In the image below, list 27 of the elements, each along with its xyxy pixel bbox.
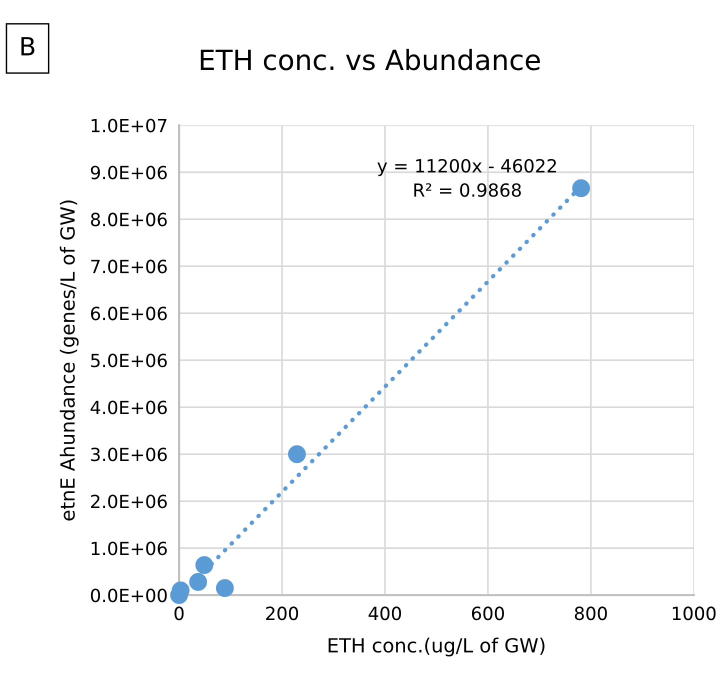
text: B (21, 37, 34, 56)
x-axis-title: ETH conc.(ug/L of GW) (328, 638, 544, 656)
x-tick-label: 800 (574, 606, 607, 620)
annotation: y = 11200x - 46022 R² = 0.9868 (377, 158, 556, 197)
y-tick-label: 4.0E+06 (90, 400, 167, 414)
y-tick-label: 2.0E+06 (91, 494, 167, 508)
point (572, 179, 590, 198)
y-tick-label: 6.0E+06 (90, 306, 167, 320)
y-tick-label: 0.0E+00 (90, 588, 167, 602)
y-tick-label: 8.0E+06 (90, 212, 167, 226)
x-tick-label: 600 (472, 606, 504, 620)
x-tick-label: 400 (368, 606, 402, 620)
x-tick-label: 200 (266, 606, 298, 620)
point (216, 579, 234, 597)
y-tick-label: 3.0E+06 (91, 448, 167, 462)
x-tick-label: 0 (174, 606, 184, 620)
y-tick-label: 1.0E+06 (92, 542, 167, 556)
y-axis-title: etnE Ahundance (genes/L of GW) (60, 200, 79, 520)
y-tick-label: 5.0E+06 (91, 354, 167, 368)
y-tick-label: 7.0E+06 (91, 260, 167, 274)
point (189, 573, 208, 591)
point (288, 445, 306, 464)
x-tick-label: 1000 (672, 606, 716, 620)
chart-title: ETH conc. vs Abundance (200, 48, 540, 70)
point (195, 556, 214, 574)
y-tick-label: 1.0E+07 (92, 118, 166, 132)
y-tick-label: 9.0E+06 (90, 166, 167, 180)
